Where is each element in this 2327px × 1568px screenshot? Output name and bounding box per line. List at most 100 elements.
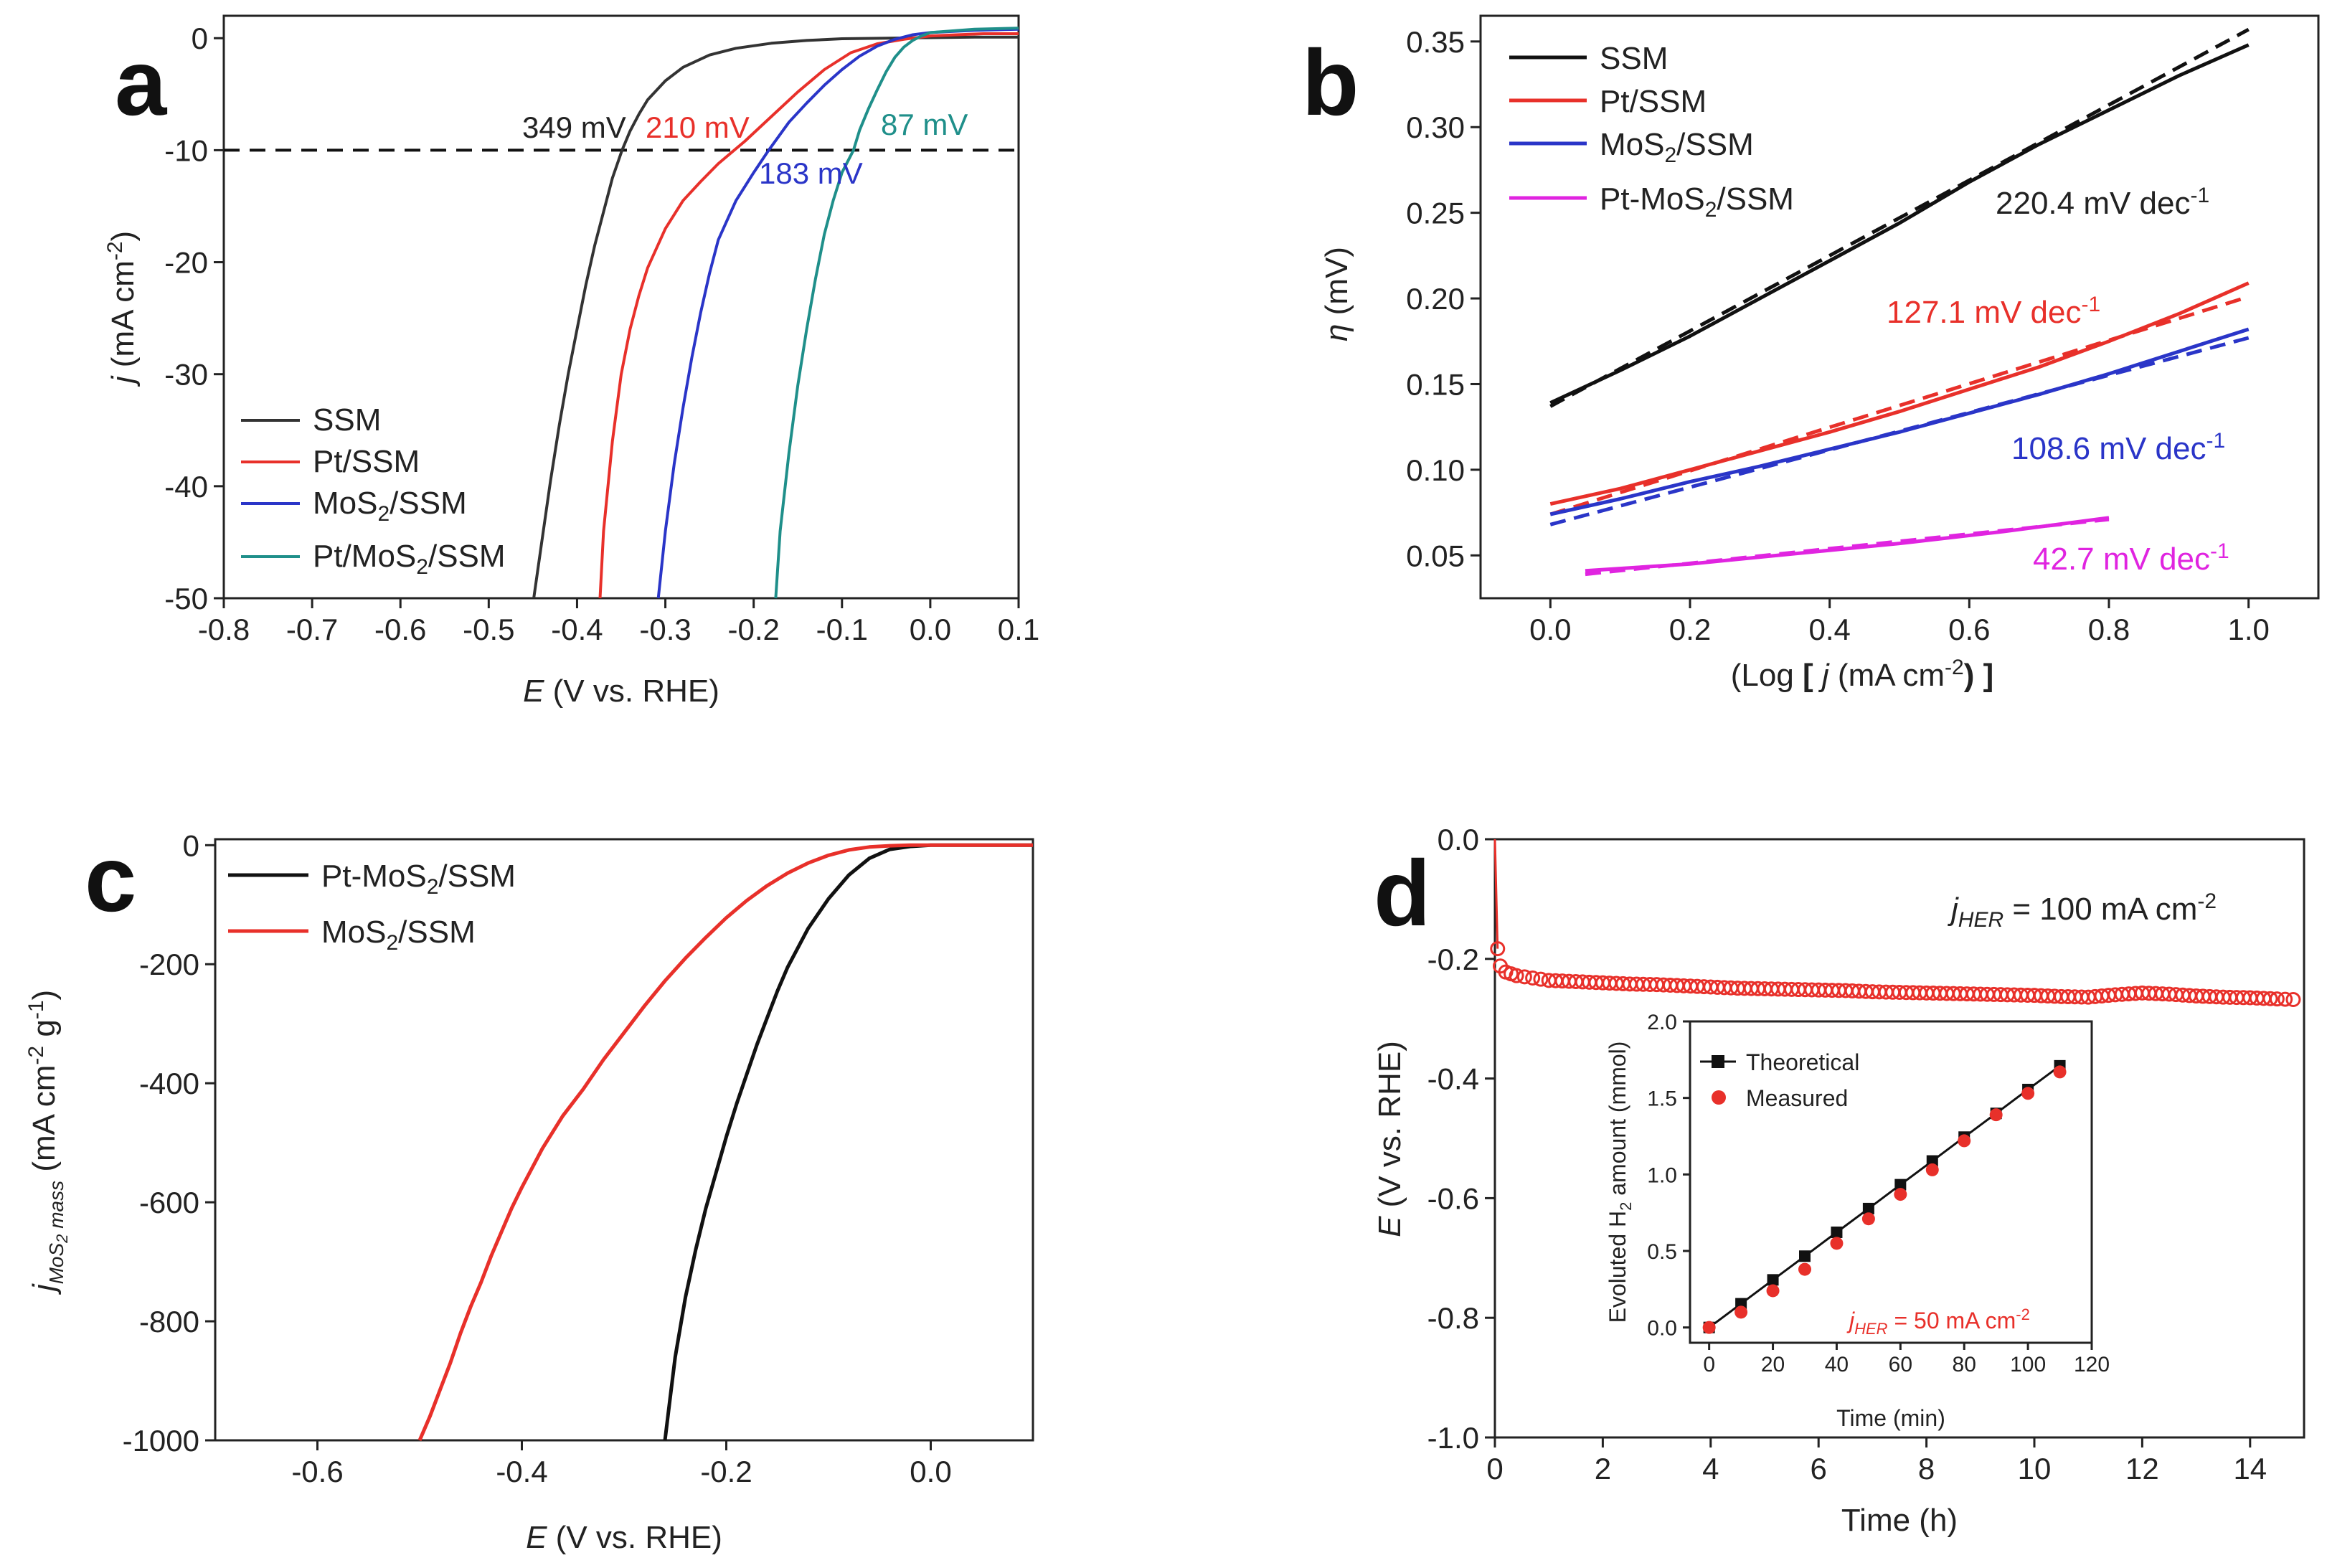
x-tick-label: -0.2 — [700, 1455, 752, 1488]
panel-b-y-ticks: 0.05 0.10 0.15 0.20 0.25 0.30 0.35 — [1406, 25, 1481, 572]
panel-b-legend-mos2: MoS2/SSM — [1600, 127, 1754, 167]
data-point — [1831, 1226, 1843, 1238]
panel-c-legend-ptmos2: Pt-MoS2/SSM — [321, 859, 516, 899]
data-point — [2278, 991, 2293, 1007]
data-point — [1894, 1188, 1907, 1201]
x-tick-label: 0.1 — [998, 613, 1039, 646]
panel-b-annotation-mos2: 108.6 mV dec-1 — [2011, 429, 2225, 466]
panel-a-y-ticks: 0 -10 -20 -30 -40 -50 — [164, 22, 224, 615]
y-tick-label: 0.15 — [1406, 367, 1465, 401]
data-point — [1767, 1274, 1779, 1286]
data-point — [1989, 1108, 2003, 1122]
data-point — [1926, 1155, 1938, 1167]
y-tick-label: 0.0 — [1438, 823, 1479, 856]
panel-c-x-ticks: -0.6 -0.4 -0.2 0.0 — [291, 1440, 952, 1488]
inset-y-ticks: 0.0 0.5 1.0 1.5 2.0 — [1647, 1011, 1690, 1341]
x-tick-label: 12 — [2125, 1452, 2159, 1486]
x-tick-label: -0.4 — [496, 1455, 547, 1488]
y-tick-label: -1.0 — [1427, 1421, 1479, 1455]
x-tick-label: -0.8 — [198, 613, 250, 646]
series-line — [1585, 516, 2110, 573]
panel-b-x-axis-title: (Log [ j (mA cm-2) ] — [1731, 656, 1994, 693]
data-point — [2262, 991, 2278, 1006]
data-point — [1830, 1237, 1844, 1250]
x-tick-label: 80 — [1953, 1353, 1976, 1376]
panel-a-x-axis-title: E (V vs. RHE) — [523, 674, 719, 709]
inset-legend-marker-measured — [1712, 1090, 1726, 1105]
x-tick-label: -0.6 — [291, 1455, 343, 1488]
series-line — [1549, 43, 2250, 405]
y-tick-label: -50 — [164, 582, 208, 615]
y-tick-label: 0.30 — [1406, 110, 1465, 144]
panel-d-series — [1490, 839, 2301, 1008]
x-tick-label: 1.0 — [2227, 613, 2269, 646]
data-point — [1799, 1250, 1811, 1262]
panel-c-legend: Pt-MoS2/SSM MoS2/SSM — [228, 859, 516, 955]
panel-a-y-axis-title: j (mA cm-2) — [103, 231, 141, 387]
data-point — [1490, 941, 1506, 957]
series-line — [532, 35, 1019, 599]
x-tick-label: 0.0 — [1529, 613, 1571, 646]
panel-b-frame — [1479, 14, 2320, 600]
panel-d-y-ticks: 0.0 -0.2 -0.4 -0.6 -0.8 -1.0 — [1427, 823, 1495, 1455]
x-tick-label: 0 — [1486, 1452, 1503, 1486]
y-tick-label: -0.6 — [1427, 1181, 1479, 1215]
series-line — [1585, 517, 2110, 577]
y-tick-label: -10 — [164, 133, 208, 167]
panel-c-y-ticks: 0 -200 -400 -600 -800 -1000 — [123, 828, 215, 1458]
y-tick-label: 0.0 — [1647, 1317, 1677, 1341]
x-tick-label: 0.0 — [910, 613, 951, 646]
panel-a-legend: SSM Pt/SSM MoS2/SSM Pt/MoS2/SSM — [241, 402, 506, 579]
data-point — [1509, 968, 1524, 983]
x-tick-label: -0.1 — [816, 613, 868, 646]
panel-c-legend-mos2: MoS2/SSM — [321, 915, 476, 955]
panel-b-legend-pt: Pt/SSM — [1600, 84, 1707, 119]
panel-a-legend-ptmos2: Pt/MoS2/SSM — [313, 539, 506, 579]
panel-a-legend-ssm: SSM — [313, 402, 381, 438]
panel-d-x-ticks: 0 2 4 6 8 10 12 14 — [1486, 1437, 2267, 1486]
data-point — [2053, 1065, 2067, 1079]
panel-b-annotation-ssm: 220.4 mV dec-1 — [1996, 184, 2209, 221]
x-tick-label: 0.8 — [2088, 613, 2130, 646]
x-tick-label: -0.7 — [286, 613, 338, 646]
data-point — [2021, 1087, 2035, 1100]
y-tick-label: 0.05 — [1406, 539, 1465, 572]
inset-legend-theoretical: Theoretical — [1746, 1049, 1859, 1075]
data-point — [1533, 971, 1549, 987]
series-line — [1549, 327, 2250, 516]
y-tick-label: -20 — [164, 246, 208, 280]
y-tick-label: -0.2 — [1427, 943, 1479, 976]
panel-b-annotation-ptmos2: 42.7 mV dec-1 — [2033, 539, 2229, 577]
inset-y-axis-title: Evoluted H2 amount (mmol) — [1605, 1042, 1635, 1323]
y-tick-label: -200 — [139, 948, 199, 981]
panel-d-frame — [1493, 838, 2305, 1439]
x-tick-label: 120 — [2074, 1353, 2110, 1376]
y-tick-label: 2.0 — [1647, 1011, 1677, 1034]
inset-x-ticks: 0 20 40 60 80 100 120 — [1703, 1343, 2110, 1376]
panel-label-d: d — [1374, 841, 1430, 945]
x-tick-label: 8 — [1918, 1452, 1935, 1486]
x-tick-label: 10 — [2018, 1452, 2052, 1486]
x-tick-label: 4 — [1702, 1452, 1719, 1486]
x-tick-label: 0.6 — [1948, 613, 1990, 646]
x-tick-label: 40 — [1825, 1353, 1849, 1376]
data-point — [1862, 1202, 1874, 1214]
panel-d-y-axis-title: E (V vs. RHE) — [1372, 1041, 1407, 1237]
y-tick-label: 0.25 — [1406, 197, 1465, 230]
panel-a-legend-mos2: MoS2/SSM — [313, 486, 467, 526]
panel-c-series — [417, 843, 1033, 1441]
panel-label-b: b — [1302, 30, 1359, 135]
panel-a-annotation-mos2: 183 mV — [759, 156, 863, 190]
inset-x-axis-title: Time (min) — [1836, 1405, 1945, 1431]
panel-a-legend-pt: Pt/SSM — [313, 444, 420, 479]
y-tick-label: 0.20 — [1406, 282, 1465, 316]
y-tick-label: -0.4 — [1427, 1062, 1479, 1096]
x-tick-label: -0.4 — [551, 613, 603, 646]
panel-d: 0 2 4 6 8 10 12 14 0.0 -0.2 -0.4 -0.6 -0.8 -1.0 jHER… — [1372, 823, 2305, 1538]
panel-d-inset: 0 20 40 60 80 100 120 0.0 0.5 1.0 1.5 2.0 Theoreti… — [1605, 1011, 2110, 1431]
x-tick-label: -0.6 — [374, 613, 426, 646]
panel-a-annotation-ptmos2: 87 mV — [881, 108, 968, 141]
series-line — [656, 27, 1019, 599]
series-line — [1493, 839, 1499, 949]
